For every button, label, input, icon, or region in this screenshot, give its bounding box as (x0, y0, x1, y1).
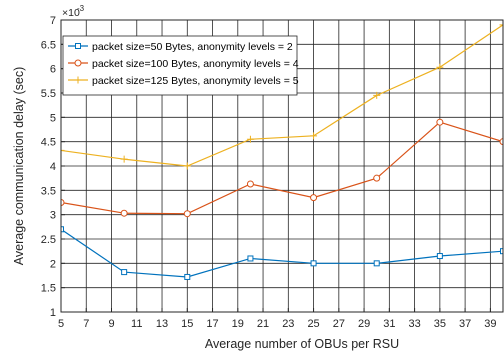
circle-marker (436, 118, 444, 126)
y-tick-label: 1.5 (41, 283, 56, 295)
plus-marker (310, 132, 318, 140)
x-tick-label: 13 (156, 318, 168, 330)
plus-marker (183, 162, 191, 170)
plus-marker (436, 63, 444, 71)
circle-marker (373, 174, 381, 182)
y-axis-label: Average communication delay (sec) (12, 67, 26, 265)
x-tick-label: 35 (434, 318, 446, 330)
x-tick-label: 25 (307, 318, 319, 330)
x-tick-label: 23 (282, 318, 294, 330)
circle-marker (499, 138, 503, 146)
plus-marker (373, 91, 381, 99)
circle-marker (183, 210, 191, 218)
y-tick-label: 6 (50, 64, 56, 76)
y-tick-label: 5.5 (41, 88, 56, 100)
y-tick-label: 5 (50, 112, 56, 124)
x-tick-label: 33 (408, 318, 420, 330)
y-tick-label: 4 (50, 161, 56, 173)
x-tick-label: 21 (257, 318, 269, 330)
x-tick-label: 19 (232, 318, 244, 330)
x-axis-label: Average number of OBUs per RSU (205, 337, 399, 351)
x-tick-label: 7 (83, 318, 89, 330)
x-tick-label: 29 (358, 318, 370, 330)
circle-marker (120, 209, 128, 217)
series-3 (61, 21, 503, 170)
circle-marker (246, 180, 254, 188)
x-tick-label: 11 (131, 318, 142, 330)
y-axis-exponent-power: -3 (77, 4, 85, 13)
legend-label: packet size=125 Bytes, anonymity levels … (92, 75, 299, 87)
square-marker (500, 248, 503, 255)
circle-marker (310, 194, 318, 202)
x-tick-label: 27 (333, 318, 345, 330)
x-tick-label: 5 (58, 318, 64, 330)
y-axis-exponent-base: ×10 (62, 7, 80, 19)
x-tick-label: 37 (459, 318, 471, 330)
y-tick-label: 3 (50, 210, 56, 222)
legend-item: packet size=100 Bytes, anonymity levels … (68, 58, 299, 70)
legend-box (62, 35, 298, 96)
x-tick-label: 15 (181, 318, 193, 330)
square-marker (121, 269, 128, 276)
axis-ticks: 5 7 9 11 13 15 17 19 21 23 25 27 29 31 33 35 37 3911.522.… (41, 15, 497, 330)
y-tick-label: 2.5 (41, 234, 56, 246)
legend-item: packet size=125 Bytes, anonymity levels … (68, 75, 299, 87)
x-tick-label: 17 (206, 318, 218, 330)
plus-marker (120, 155, 128, 163)
series-2 (61, 118, 503, 218)
series-line (61, 228, 503, 278)
plus-marker (61, 146, 65, 154)
y-tick-label: 2 (50, 258, 56, 270)
legend-label: packet size=100 Bytes, anonymity levels … (92, 58, 299, 70)
series-line (61, 121, 503, 215)
series-lines (61, 21, 503, 280)
legend: packet size=50 Bytes, anonymity levels =… (62, 35, 299, 96)
plus-marker (246, 135, 254, 143)
square-marker (184, 273, 191, 280)
square-marker (310, 260, 317, 267)
square-marker (247, 255, 254, 262)
square-marker (61, 226, 64, 233)
series-line (61, 24, 503, 167)
series-1 (61, 226, 503, 280)
square-marker (373, 260, 380, 267)
y-tick-label: 4.5 (41, 137, 56, 149)
plus-marker (499, 21, 503, 29)
y-tick-label: 3.5 (41, 185, 56, 197)
y-tick-label: 6.5 (41, 39, 56, 51)
plus-marker (74, 76, 82, 84)
square-marker (75, 43, 81, 49)
x-tick-label: 39 (484, 318, 496, 330)
y-tick-label: 1 (50, 307, 56, 319)
square-marker (436, 253, 443, 260)
circle-marker (61, 199, 65, 206)
circle-marker (74, 59, 82, 67)
legend-label: packet size=50 Bytes, anonymity levels =… (92, 41, 293, 53)
x-tick-label: 9 (108, 318, 114, 330)
x-tick-label: 31 (383, 318, 395, 330)
y-tick-label: 7 (50, 15, 56, 27)
legend-item: packet size=50 Bytes, anonymity levels =… (68, 41, 293, 53)
